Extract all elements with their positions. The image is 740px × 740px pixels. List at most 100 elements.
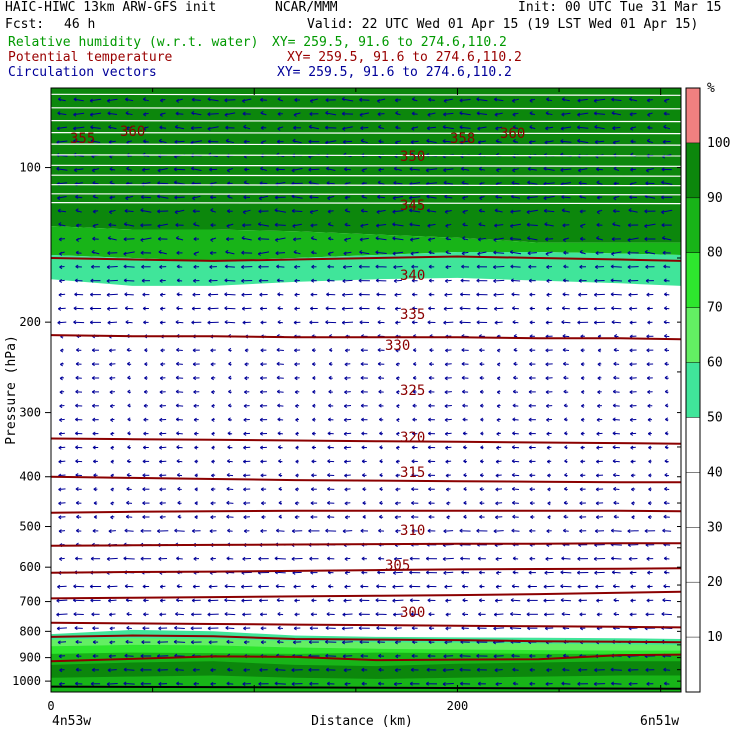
circulation-vector	[344, 446, 352, 449]
circulation-vector	[124, 530, 134, 532]
circulation-vector	[543, 168, 555, 171]
circulation-vector-head	[109, 612, 113, 617]
circulation-vector-head	[392, 196, 396, 201]
circulation-vector-head	[142, 473, 146, 478]
circulation-vector-head	[445, 459, 449, 464]
circulation-vector-head	[547, 515, 551, 520]
circulation-vector	[342, 293, 353, 296]
circulation-vector-head	[529, 348, 533, 353]
circulation-vector-head	[595, 473, 599, 478]
circulation-vector-head	[493, 626, 497, 631]
circulation-vector-head	[310, 223, 314, 228]
circulation-vector-head	[327, 514, 331, 519]
colorbar-tick-label: 60	[707, 356, 723, 371]
circulation-vector-head	[90, 681, 94, 686]
circulation-vector-head	[108, 598, 112, 603]
circulation-vector-head	[193, 389, 197, 395]
circulation-vector-head	[275, 584, 279, 589]
valid-time: Valid: 22 UTC Wed 01 Apr 15 (19 LST Wed …	[307, 17, 699, 32]
circulation-vector-head	[610, 528, 614, 533]
circulation-vector-head	[327, 251, 331, 256]
circulation-vector-head	[612, 445, 616, 450]
circulation-vector-head	[310, 236, 314, 241]
field-xy-vectors: XY= 259.5, 91.6 to 274.6,110.2	[277, 65, 512, 80]
circulation-vector	[544, 210, 555, 213]
circulation-vector-head	[580, 473, 584, 478]
circulation-vector-head	[446, 501, 450, 506]
circulation-vector	[375, 251, 387, 254]
circulation-vector	[561, 613, 571, 616]
circulation-vector	[58, 307, 66, 310]
circulation-vector-head	[126, 500, 130, 505]
circulation-vector-head	[513, 347, 517, 352]
circulation-vector	[494, 307, 504, 310]
circulation-vector-head	[647, 570, 651, 575]
circulation-vector	[107, 669, 117, 671]
circulation-vector-head	[73, 306, 77, 311]
circulation-vector-head	[192, 196, 196, 201]
circulation-vector-head	[326, 681, 330, 686]
circulation-vector	[73, 140, 85, 143]
circulation-vector-head	[210, 515, 214, 520]
circulation-vector	[226, 502, 234, 504]
circulation-vector-head	[59, 376, 63, 381]
circulation-vector-head	[225, 249, 229, 254]
circulation-vector-head	[562, 292, 566, 297]
circulation-vector-head	[224, 306, 228, 311]
circulation-vector-head	[546, 459, 550, 464]
circulation-vector-head	[226, 486, 230, 491]
circulation-vector-head	[375, 612, 379, 617]
circulation-vector-head	[664, 361, 668, 366]
circulation-vector-head	[647, 515, 651, 520]
circulation-vector-head	[630, 431, 634, 436]
circulation-vector-head	[342, 654, 346, 659]
circulation-vector-head	[243, 515, 247, 520]
circulation-vector	[57, 641, 67, 643]
circulation-vector-head	[175, 235, 179, 241]
circulation-vector	[259, 195, 269, 199]
theta-label: 350	[400, 149, 425, 165]
circulation-vector-head	[378, 139, 382, 144]
circulation-vector-head	[208, 584, 212, 589]
circulation-vector-head	[612, 222, 616, 227]
circulation-vector	[123, 669, 135, 671]
circulation-vector	[242, 98, 252, 102]
circulation-vector	[344, 168, 351, 171]
circulation-vector	[342, 279, 353, 282]
circulation-vector	[325, 112, 337, 116]
circulation-vector-head	[360, 361, 364, 367]
circulation-vector-head	[242, 556, 246, 561]
circulation-vector-head	[495, 126, 499, 131]
circulation-vector-head	[140, 237, 144, 243]
circulation-vector-head	[358, 292, 362, 297]
circulation-vector-head	[207, 126, 211, 131]
circulation-vector-head	[176, 445, 180, 450]
circulation-vector-head	[379, 445, 383, 450]
circulation-vector-head	[393, 278, 397, 284]
circulation-vector-head	[140, 667, 144, 672]
circulation-vector-head	[194, 445, 198, 450]
circulation-vector-head	[226, 224, 230, 229]
circulation-vector-head	[580, 236, 584, 241]
circulation-vector-head	[378, 667, 382, 672]
circulation-vector	[225, 266, 235, 268]
circulation-vector-head	[645, 612, 649, 617]
colorbar-band	[686, 142, 700, 198]
circulation-vector-head	[647, 389, 651, 395]
circulation-vector-head	[227, 667, 231, 672]
circulation-vector-head	[142, 97, 146, 102]
circulation-vector-head	[412, 97, 416, 102]
circulation-vector-head	[207, 97, 211, 102]
circulation-vector-head	[109, 195, 113, 200]
circulation-vector-head	[396, 404, 400, 409]
circulation-vector-head	[344, 459, 348, 464]
circulation-vector	[141, 196, 151, 199]
circulation-vector-head	[358, 264, 362, 269]
circulation-vector-head	[463, 459, 467, 464]
circulation-vector-head	[359, 639, 363, 645]
circulation-vector-head	[58, 222, 62, 227]
circulation-vector-head	[344, 362, 348, 367]
circulation-vector-head	[496, 570, 500, 575]
circulation-vector	[442, 669, 454, 671]
circulation-vector	[392, 196, 404, 199]
